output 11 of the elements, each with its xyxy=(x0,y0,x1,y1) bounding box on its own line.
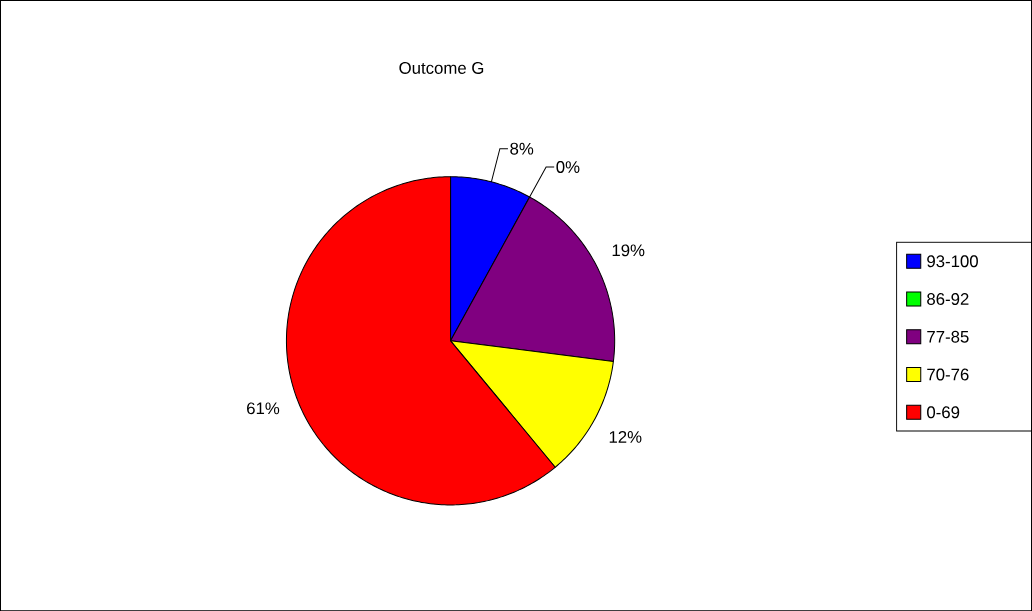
legend-label: 93-100 xyxy=(927,255,978,268)
data-label: 61% xyxy=(247,402,280,415)
data-label: 8% xyxy=(510,142,534,155)
chart-title: Outcome G xyxy=(399,61,484,74)
text: 0% xyxy=(556,161,580,173)
legend-label: 86-92 xyxy=(927,293,969,305)
legend-label: 77-85 xyxy=(927,330,969,343)
data-label: 19% xyxy=(612,244,645,257)
legend-label: 0-69 xyxy=(927,406,960,419)
legend-label: 70-76 xyxy=(927,368,969,381)
data-label: 12% xyxy=(609,430,642,443)
